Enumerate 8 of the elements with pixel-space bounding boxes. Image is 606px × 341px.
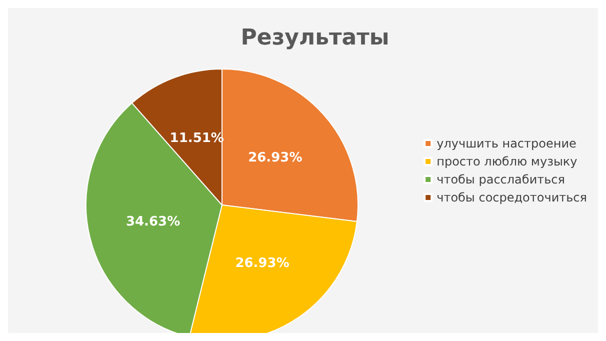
data-label: 26.93% [235, 256, 290, 271]
data-label: 34.63% [126, 214, 180, 230]
legend-label: просто люблю музыку [436, 154, 578, 168]
legend-label: чтобы сосредоточиться [436, 190, 588, 204]
data-label: 26.93% [248, 150, 302, 166]
legend-label: чтобы расслабиться [436, 172, 566, 186]
legend-label: улучшить настроение [436, 136, 576, 150]
chart-title: Результаты [240, 26, 390, 50]
